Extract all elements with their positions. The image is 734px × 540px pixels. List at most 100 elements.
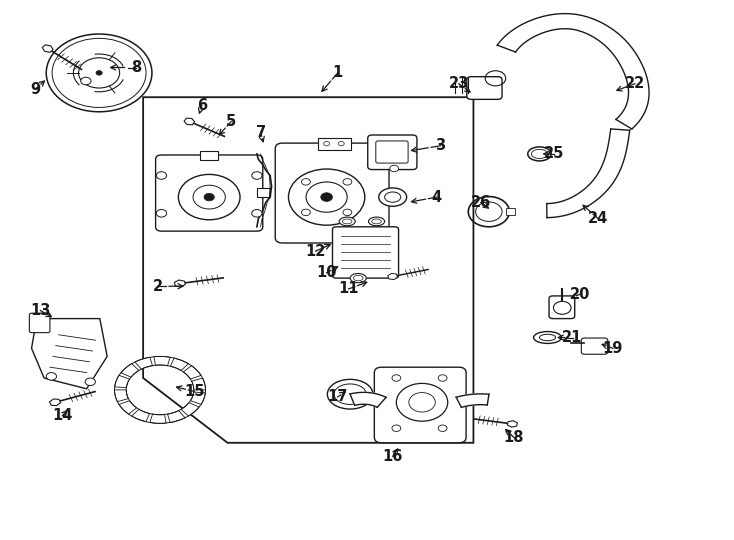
- Circle shape: [252, 210, 262, 217]
- Circle shape: [438, 425, 447, 431]
- Text: 19: 19: [603, 341, 623, 356]
- Text: 23: 23: [448, 76, 469, 91]
- Polygon shape: [190, 392, 206, 404]
- Polygon shape: [184, 118, 195, 125]
- Polygon shape: [184, 366, 201, 379]
- FancyBboxPatch shape: [376, 141, 408, 163]
- Polygon shape: [498, 14, 649, 129]
- Text: 16: 16: [382, 449, 403, 464]
- Ellipse shape: [354, 275, 363, 281]
- FancyBboxPatch shape: [368, 135, 417, 170]
- FancyBboxPatch shape: [467, 77, 502, 99]
- Circle shape: [392, 375, 401, 381]
- Text: 5: 5: [226, 114, 236, 129]
- Text: 8: 8: [131, 60, 141, 75]
- Circle shape: [96, 71, 102, 75]
- Ellipse shape: [342, 219, 352, 224]
- Ellipse shape: [371, 219, 382, 224]
- Text: 17: 17: [327, 389, 348, 404]
- Circle shape: [343, 209, 352, 215]
- Ellipse shape: [385, 192, 401, 202]
- Polygon shape: [115, 390, 128, 402]
- Circle shape: [438, 375, 447, 381]
- Text: 13: 13: [30, 303, 51, 318]
- Circle shape: [321, 193, 333, 201]
- Circle shape: [81, 77, 91, 85]
- Circle shape: [302, 209, 310, 215]
- Polygon shape: [43, 45, 53, 52]
- FancyBboxPatch shape: [549, 296, 575, 319]
- Text: 10: 10: [316, 265, 337, 280]
- Polygon shape: [456, 394, 489, 407]
- Ellipse shape: [390, 165, 399, 172]
- Ellipse shape: [528, 147, 551, 161]
- Polygon shape: [350, 393, 386, 407]
- Circle shape: [392, 425, 401, 431]
- Circle shape: [46, 34, 152, 112]
- Text: 1: 1: [333, 65, 343, 80]
- Circle shape: [193, 185, 225, 209]
- Circle shape: [178, 174, 240, 220]
- Circle shape: [306, 182, 347, 212]
- Bar: [506, 208, 515, 215]
- Circle shape: [324, 141, 330, 146]
- Text: 9: 9: [30, 82, 40, 97]
- Text: 12: 12: [305, 244, 326, 259]
- FancyBboxPatch shape: [333, 227, 399, 278]
- Ellipse shape: [350, 273, 366, 282]
- Polygon shape: [115, 375, 130, 388]
- Text: 20: 20: [570, 287, 590, 302]
- Ellipse shape: [368, 217, 385, 226]
- Polygon shape: [507, 421, 517, 427]
- Circle shape: [252, 172, 262, 179]
- Bar: [318, 138, 351, 150]
- FancyBboxPatch shape: [275, 143, 389, 243]
- Circle shape: [204, 193, 214, 201]
- FancyBboxPatch shape: [29, 313, 50, 333]
- Ellipse shape: [334, 384, 366, 404]
- Polygon shape: [32, 319, 107, 389]
- Circle shape: [553, 301, 571, 314]
- Polygon shape: [119, 401, 137, 414]
- Polygon shape: [135, 357, 153, 369]
- Ellipse shape: [534, 332, 562, 343]
- Text: 18: 18: [504, 430, 524, 445]
- Text: 22: 22: [625, 76, 645, 91]
- Text: 2: 2: [153, 279, 163, 294]
- Text: 7: 7: [255, 125, 266, 140]
- Circle shape: [46, 373, 57, 380]
- Circle shape: [396, 383, 448, 421]
- Circle shape: [409, 393, 435, 412]
- Polygon shape: [175, 280, 185, 287]
- Polygon shape: [547, 129, 630, 218]
- Bar: [257, 188, 270, 197]
- Circle shape: [288, 169, 365, 225]
- Ellipse shape: [539, 334, 556, 341]
- Circle shape: [85, 378, 95, 386]
- Text: 15: 15: [184, 384, 205, 399]
- Bar: [200, 151, 218, 160]
- Text: 4: 4: [432, 190, 442, 205]
- Polygon shape: [181, 403, 199, 416]
- Ellipse shape: [327, 379, 373, 409]
- Text: 24: 24: [588, 211, 608, 226]
- Ellipse shape: [531, 150, 548, 159]
- Circle shape: [343, 179, 352, 185]
- Text: 26: 26: [470, 195, 491, 210]
- Polygon shape: [150, 414, 166, 423]
- Polygon shape: [192, 378, 206, 390]
- Polygon shape: [131, 409, 150, 422]
- Polygon shape: [143, 97, 473, 443]
- Circle shape: [302, 179, 310, 185]
- FancyBboxPatch shape: [581, 338, 608, 354]
- Polygon shape: [388, 273, 398, 280]
- Polygon shape: [121, 364, 139, 377]
- Text: 14: 14: [52, 408, 73, 423]
- Ellipse shape: [339, 217, 355, 226]
- Ellipse shape: [379, 188, 407, 206]
- Polygon shape: [167, 410, 185, 422]
- Text: 6: 6: [197, 98, 207, 113]
- Circle shape: [338, 141, 344, 146]
- Polygon shape: [154, 356, 170, 366]
- Circle shape: [156, 210, 167, 217]
